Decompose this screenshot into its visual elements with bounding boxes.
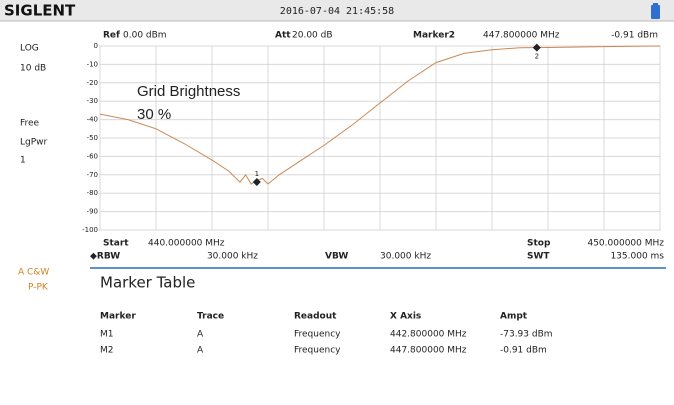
datetime: 2016-07-04 21:45:58: [280, 6, 394, 17]
marker-ampt: -0.91 dBm: [611, 31, 658, 41]
start-label: Start: [103, 239, 129, 249]
y-tick-label: 0: [94, 42, 98, 50]
y-tick-label: -10: [87, 60, 98, 68]
y-tick-label: -80: [87, 189, 98, 197]
att-label: Att: [275, 31, 291, 41]
y-tick-label: -60: [87, 152, 98, 160]
marker: [532, 43, 541, 52]
stop: 450.000000 MHz: [587, 239, 664, 249]
marker-label: Marker2: [413, 31, 455, 41]
y-tick-label: -30: [87, 97, 98, 105]
marker-table: Marker Trace Readout X Axis Ampt M1 A Frequency…: [100, 312, 553, 356]
rbw: 30.000 kHz: [207, 252, 258, 262]
marker-freq: 447.800000 MHz: [483, 31, 560, 41]
battery-icon: [651, 5, 660, 19]
header-bar: [0, 0, 674, 21]
vbw-label: VBW: [325, 252, 348, 262]
start: 440.000000 MHz: [148, 239, 225, 249]
trace: [99, 45, 661, 185]
marker-label: 1: [255, 170, 259, 178]
ref: 0.00 dBm: [123, 31, 167, 41]
column-header: Ampt: [500, 312, 528, 322]
avg: 1: [20, 156, 26, 166]
mode: Free: [20, 119, 40, 129]
table-cell: Frequency: [294, 330, 341, 340]
table-cell: Frequency: [294, 346, 341, 356]
table-cell: M2: [100, 346, 114, 356]
overlay-line: Grid Brightness: [137, 83, 240, 100]
marker-table-title: Marker Table: [100, 274, 195, 292]
att: 20.00 dB: [292, 31, 333, 41]
overlay-line: 30 %: [137, 106, 171, 123]
trace-detector: P-PK: [28, 283, 49, 293]
table-cell: 447.800000 MHz: [390, 346, 467, 356]
y-tick-label: -20: [87, 79, 98, 87]
column-header: Trace: [197, 312, 224, 322]
table-cell: M1: [100, 330, 114, 340]
swt: 135.000 ms: [610, 252, 664, 262]
table-cell: -0.91 dBm: [500, 346, 547, 356]
y-tick-label: -90: [87, 208, 98, 216]
column-header: X Axis: [390, 312, 421, 322]
vbw: 30.000 kHz: [380, 252, 431, 262]
column-header: Readout: [294, 312, 337, 322]
rbw-label: ◆RBW: [90, 252, 120, 262]
trace-mode: A C&W: [18, 268, 49, 278]
marker: [252, 178, 261, 187]
y-tick-label: -40: [87, 116, 98, 124]
stop-label: Stop: [527, 239, 551, 249]
y-tick-label: -50: [87, 134, 98, 142]
ref-label: Ref: [103, 31, 120, 41]
table-cell: 442.800000 MHz: [390, 330, 467, 340]
detector: LgPwr: [20, 138, 48, 148]
column-header: Marker: [100, 312, 136, 322]
swt-label: SWT: [527, 252, 550, 262]
div: 10 dB: [20, 64, 46, 74]
table-cell: A: [197, 346, 204, 356]
plot: 0 -10 -20 -30 -40 -50 -60 -70 -80 -90 -100 Grid Bri…: [82, 42, 661, 234]
y-tick-label: -70: [87, 171, 98, 179]
y-tick-label: -100: [82, 226, 98, 234]
table-cell: -73.93 dBm: [500, 330, 553, 340]
logo: SIGLENT: [4, 2, 76, 20]
table-cell: A: [197, 330, 204, 340]
battery-tip: [653, 3, 658, 5]
marker-label: 2: [535, 53, 539, 61]
scale: LOG: [20, 44, 39, 54]
